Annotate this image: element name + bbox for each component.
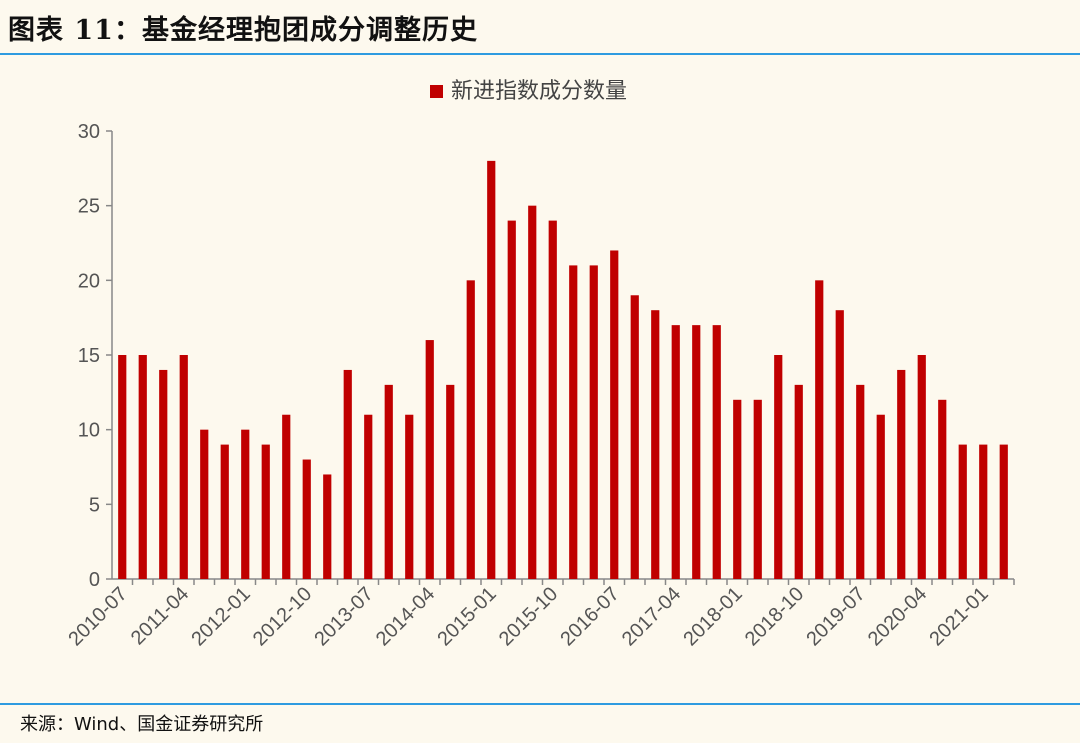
bar xyxy=(876,414,885,579)
bar xyxy=(384,384,393,579)
bar xyxy=(610,250,619,579)
x-tick-label: 2012-01 xyxy=(187,583,254,650)
bar xyxy=(487,160,496,579)
bar xyxy=(753,399,762,579)
bar xyxy=(917,355,926,579)
bar xyxy=(343,369,352,579)
bar xyxy=(138,355,147,579)
header: 图表 11：基金经理抱团成分调整历史 xyxy=(0,0,1080,55)
x-tick-label: 2018-01 xyxy=(679,583,746,650)
y-tick-label: 30 xyxy=(78,121,100,143)
source-note: 来源：Wind、国金证券研究所 xyxy=(20,714,264,735)
x-tick-label: 2010-07 xyxy=(64,583,131,650)
bar xyxy=(282,414,291,579)
bar xyxy=(999,444,1008,579)
bar xyxy=(938,399,947,579)
bar xyxy=(220,444,229,579)
legend-label: 新进指数成分数量 xyxy=(451,79,627,104)
x-tick-label: 2017-04 xyxy=(618,583,685,650)
bar xyxy=(979,444,988,579)
bar xyxy=(528,205,537,579)
bar xyxy=(774,355,783,579)
bar xyxy=(241,429,250,579)
x-tick-label: 2021-01 xyxy=(925,583,992,650)
bar xyxy=(589,265,598,579)
footer-divider xyxy=(0,703,1080,705)
bar xyxy=(630,295,639,579)
x-tick-label: 2013-07 xyxy=(310,583,377,650)
figure-title: 图表 11：基金经理抱团成分调整历史 xyxy=(8,15,478,46)
bar xyxy=(712,325,721,579)
x-tick-label: 2011-04 xyxy=(127,583,193,649)
x-tick-label: 2016-07 xyxy=(556,583,623,650)
x-tick-label: 2015-10 xyxy=(495,583,562,650)
y-tick-label: 10 xyxy=(78,420,100,442)
bar xyxy=(179,355,188,579)
bar-chart: 0 5 10 15 20 25 30 2010-072011-042012-012012-10… xyxy=(64,79,1015,650)
x-tick-label: 2014-04 xyxy=(372,583,439,650)
x-tick-label: 2019-07 xyxy=(802,583,869,650)
bar xyxy=(364,414,373,579)
bar xyxy=(569,265,578,579)
bar xyxy=(651,310,660,579)
bar xyxy=(323,474,332,579)
bar xyxy=(446,384,455,579)
x-tick-label: 2015-01 xyxy=(433,583,500,650)
y-tick-label: 20 xyxy=(78,270,100,292)
bar xyxy=(548,220,557,579)
bar xyxy=(302,459,311,579)
legend-swatch xyxy=(430,85,443,98)
bar xyxy=(815,280,824,579)
bar xyxy=(425,340,434,579)
bar xyxy=(200,429,209,579)
bar xyxy=(733,399,742,579)
bar xyxy=(118,355,127,579)
x-tick-label: 2018-10 xyxy=(741,583,808,650)
bar xyxy=(835,310,844,579)
bar xyxy=(897,369,906,579)
bar xyxy=(692,325,701,579)
y-tick-label: 5 xyxy=(89,494,100,516)
bar xyxy=(159,369,168,579)
bar xyxy=(261,444,270,579)
y-tick-label: 0 xyxy=(89,569,100,591)
bar xyxy=(405,414,414,579)
bar xyxy=(466,280,475,579)
bar xyxy=(856,384,865,579)
x-tick-label: 2012-10 xyxy=(249,583,316,650)
x-tick-label: 2020-04 xyxy=(864,583,931,650)
bar xyxy=(671,325,680,579)
y-tick-label: 25 xyxy=(78,196,100,218)
bar xyxy=(794,384,803,579)
y-tick-label: 15 xyxy=(78,345,100,367)
bar xyxy=(507,220,516,579)
bar xyxy=(958,444,967,579)
